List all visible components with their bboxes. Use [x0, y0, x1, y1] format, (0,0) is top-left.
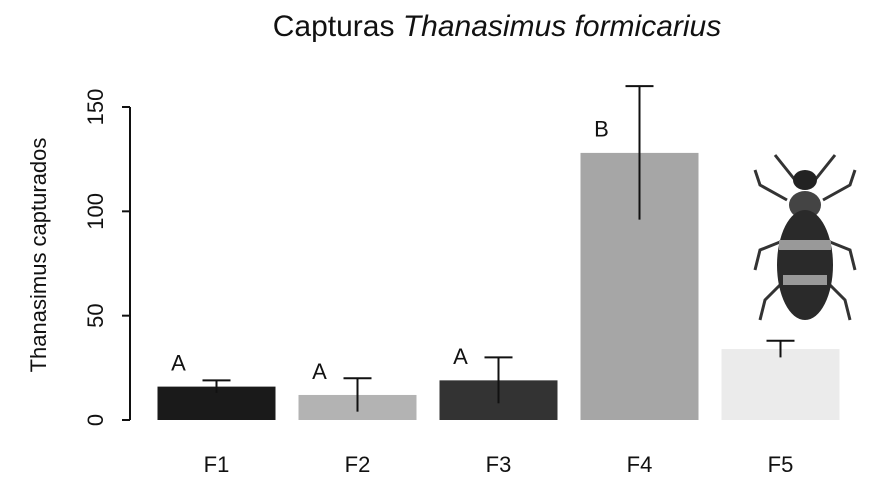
- title-italic: Thanasimus formicarius: [403, 10, 721, 43]
- beetle-image: [755, 155, 855, 320]
- chart-title: Capturas Thanasimus formicarius: [273, 10, 722, 43]
- x-tick-label: F3: [486, 452, 512, 477]
- y-tick-label: 0: [83, 414, 108, 426]
- x-tick-label: F2: [345, 452, 371, 477]
- y-axis-label: Thanasimus capturados: [26, 138, 51, 373]
- title-plain: Capturas: [273, 10, 395, 43]
- significance-letter: A: [171, 350, 186, 375]
- significance-letter: A: [312, 359, 327, 384]
- y-tick-label: 50: [83, 303, 108, 327]
- y-tick-label: 100: [83, 193, 108, 230]
- x-tick-label: F1: [204, 452, 230, 477]
- bar: [722, 349, 840, 420]
- x-tick-label: F5: [768, 452, 794, 477]
- significance-letter: A: [453, 344, 468, 369]
- y-tick-label: 150: [83, 89, 108, 126]
- significance-letter: B: [594, 117, 609, 142]
- x-tick-label: F4: [627, 452, 653, 477]
- chart: Capturas Thanasimus formicarius Thanasim…: [0, 0, 872, 482]
